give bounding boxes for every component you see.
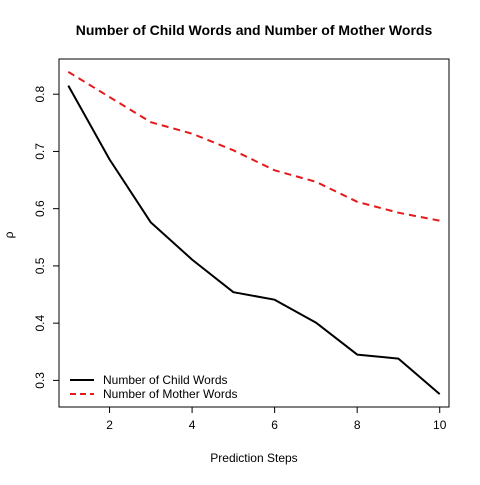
y-tick-label: 0.4 [33,314,47,331]
x-tick-label: 4 [189,418,196,432]
y-tick-label: 0.6 [33,200,47,217]
series-line-1 [67,85,441,395]
x-axis-label: Prediction Steps [210,451,297,465]
series-layer [67,71,441,395]
chart-title: Number of Child Words and Number of Moth… [76,22,433,38]
y-tick-label: 0.8 [33,86,47,103]
x-tick-label: 10 [433,418,447,432]
series-line-2 [67,71,440,222]
plot-frame [58,58,450,408]
x-axis: 2 4 6 8 10 [106,407,447,432]
x-tick-label: 2 [106,418,113,432]
y-axis-label: ρ [2,231,16,238]
y-tick-label: 0.5 [33,257,47,274]
legend-label-2: Number of Mother Words [103,387,238,401]
legend-label-1: Number of Child Words [103,373,228,387]
x-tick-label: 8 [354,418,361,432]
y-tick-label: 0.7 [33,143,47,160]
y-tick-label: 0.3 [33,372,47,389]
x-tick-label: 6 [271,418,278,432]
y-axis: 0.3 0.4 0.5 0.6 0.7 0.8 [33,86,59,389]
